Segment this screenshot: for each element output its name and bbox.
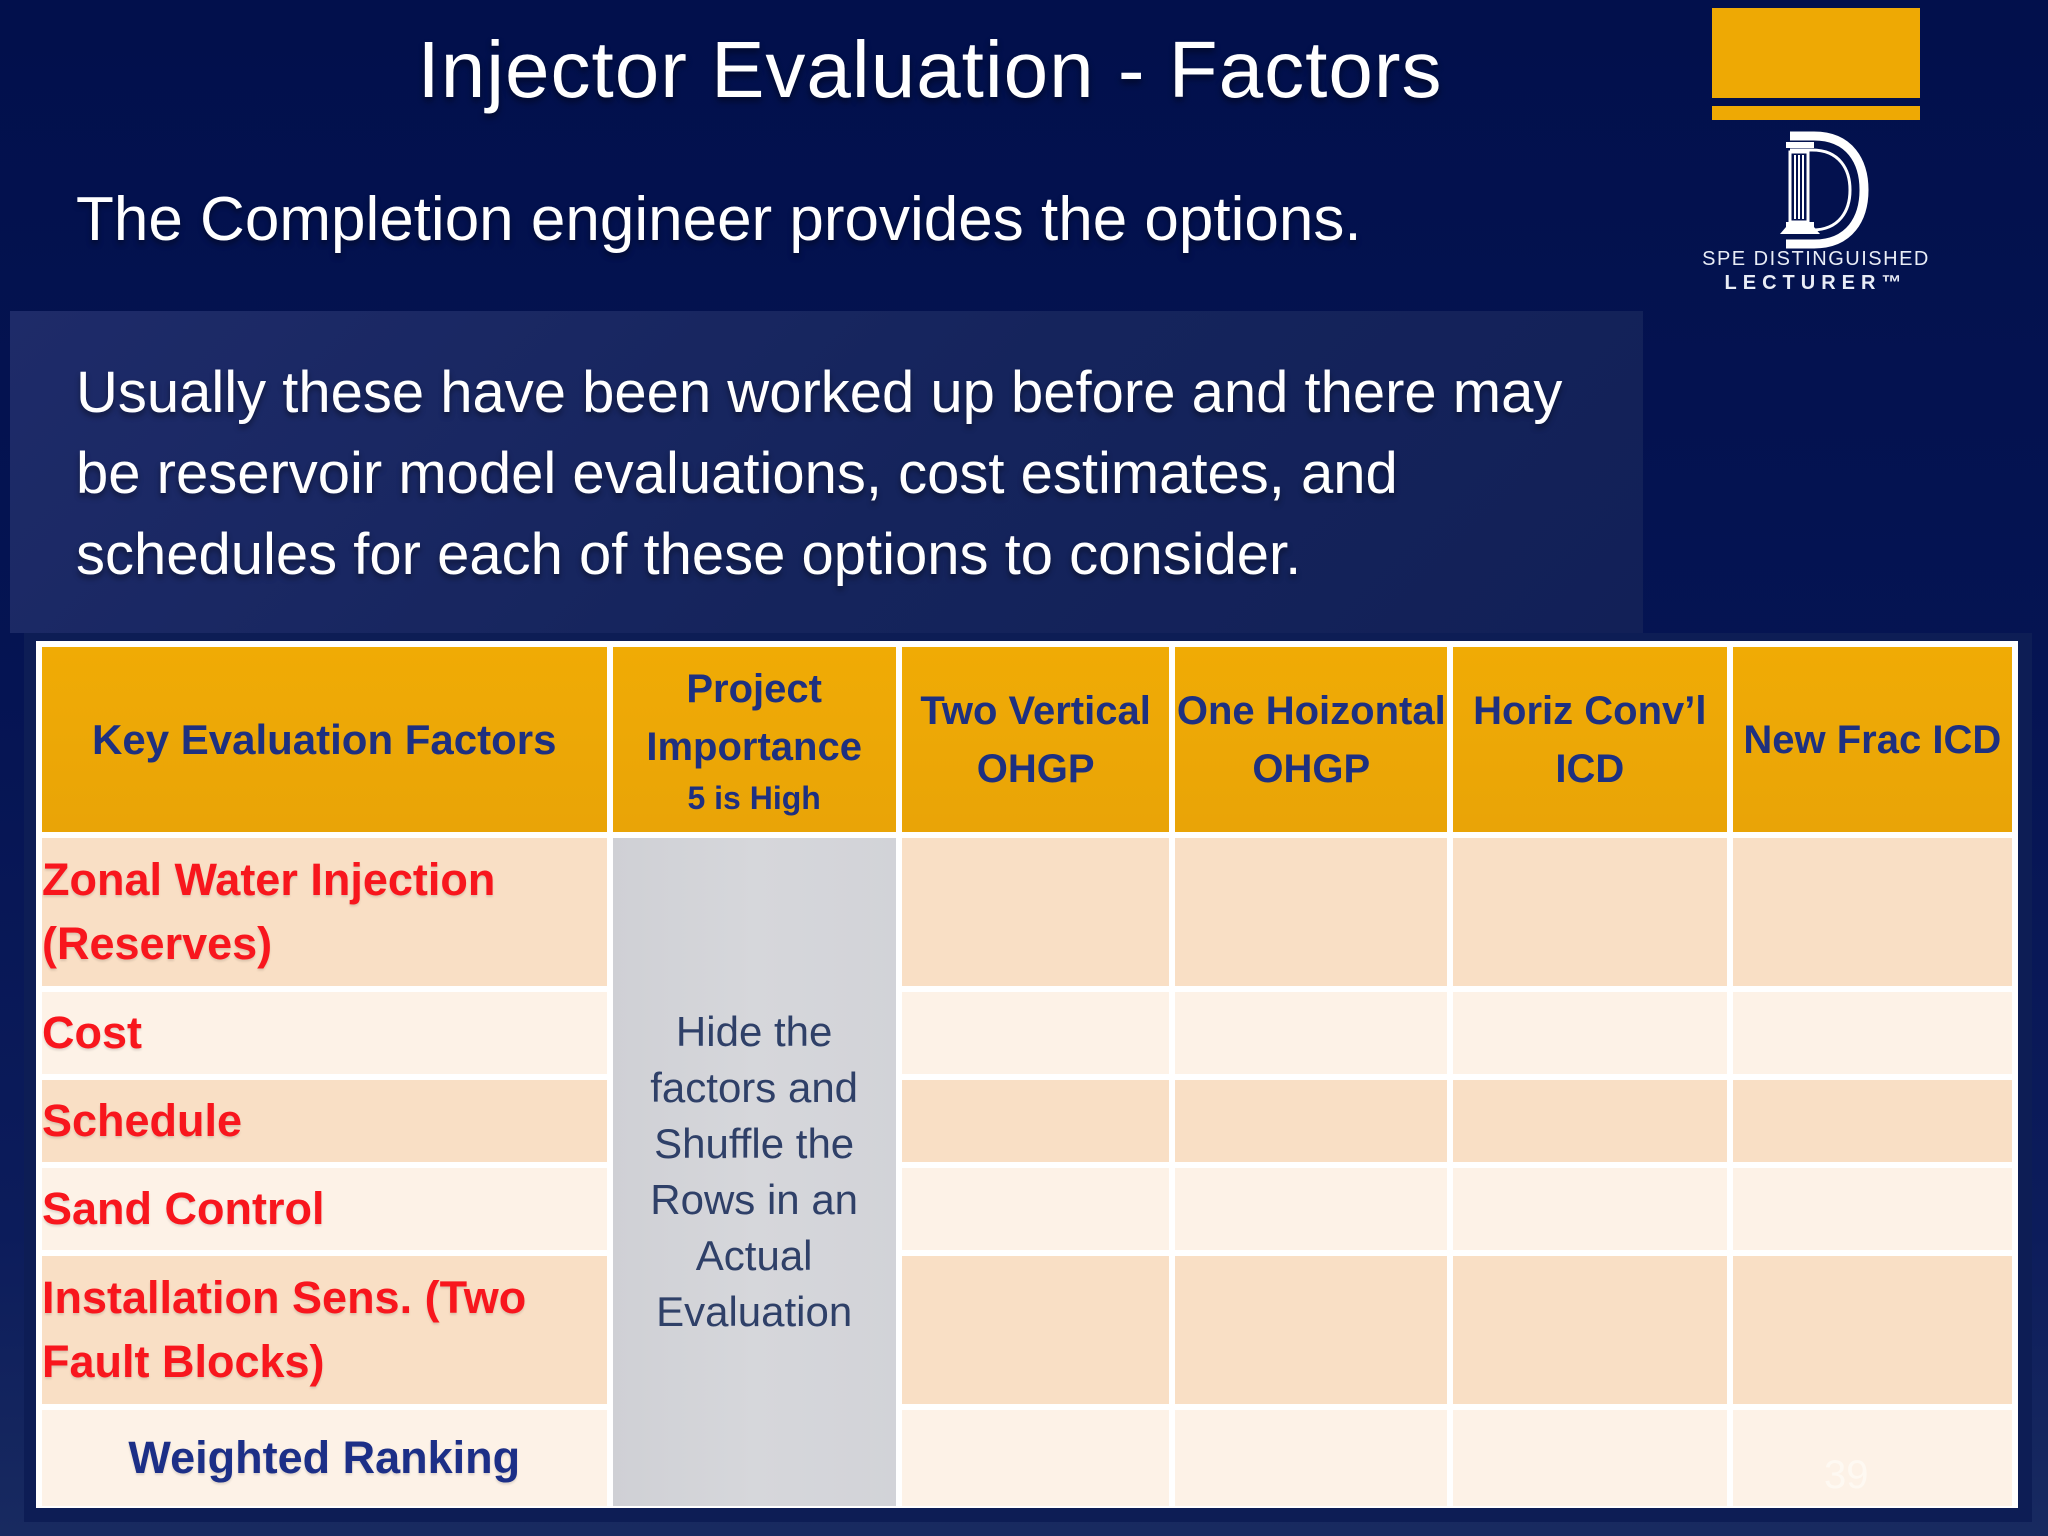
table-row: Zonal Water Injection (Reserves) Hide th… bbox=[42, 838, 2012, 1506]
column-header-two-vertical-ohgp: Two Vertical OHGP bbox=[901, 647, 1170, 832]
table-cell-empty bbox=[1732, 1168, 2012, 1250]
table-cell-empty bbox=[1175, 1256, 1448, 1404]
column-header-one-hoizontal-ohgp: One Hoizontal OHGP bbox=[1175, 647, 1448, 832]
table-cell-empty bbox=[1175, 1410, 1448, 1506]
table-cell-empty bbox=[1453, 1168, 1727, 1250]
table-cell-empty bbox=[1732, 838, 2012, 986]
table-cell-empty bbox=[1453, 992, 1727, 1074]
row-label-weighted-ranking: Weighted Ranking bbox=[42, 1410, 607, 1506]
table-cell-empty bbox=[1732, 1080, 2012, 1162]
slide-page-number: 39 bbox=[1824, 1453, 1869, 1497]
body-paragraph: Usually these have been worked up before… bbox=[76, 360, 1563, 587]
column-header-project-importance: Project Importance 5 is High bbox=[612, 647, 896, 832]
column-header-new-frac-icd: New Frac ICD bbox=[1732, 647, 2012, 832]
table-cell-empty bbox=[901, 1080, 1170, 1162]
table-row: Cost bbox=[42, 992, 2012, 1074]
table-row: Sand Control bbox=[42, 1168, 2012, 1250]
table-cell-empty bbox=[1732, 1410, 2012, 1506]
table-cell-empty bbox=[1732, 992, 2012, 1074]
row-label-cost: Cost bbox=[42, 992, 607, 1074]
table-cell-empty bbox=[1453, 1256, 1727, 1404]
evaluation-table: Key Evaluation Factors Project Importanc… bbox=[24, 633, 2032, 1522]
logo-text-lecturer: LECTURER™ bbox=[1724, 272, 1908, 294]
row-label-installation-sens: Installation Sens. (Two Fault Blocks) bbox=[42, 1256, 607, 1404]
table-cell-empty bbox=[1175, 1168, 1448, 1250]
table-cell-empty bbox=[1453, 1410, 1727, 1506]
table-cell-empty bbox=[1175, 1080, 1448, 1162]
table-row: Weighted Ranking bbox=[42, 1410, 2012, 1506]
table-row: Schedule bbox=[42, 1080, 2012, 1162]
table-cell-empty bbox=[1453, 838, 1727, 986]
column-header-horiz-convl-icd: Horiz Conv’l ICD bbox=[1453, 647, 1727, 832]
table-cell-empty bbox=[1175, 838, 1448, 986]
table-cell-empty bbox=[901, 1410, 1170, 1506]
logo-gold-block bbox=[1712, 8, 1920, 98]
row-label-sand-control: Sand Control bbox=[42, 1168, 607, 1250]
table-cell-empty bbox=[1453, 1080, 1727, 1162]
column-header-key-evaluation-factors: Key Evaluation Factors bbox=[42, 647, 607, 832]
subtitle: The Completion engineer provides the opt… bbox=[76, 185, 1362, 254]
table-cell-empty bbox=[1732, 1256, 2012, 1404]
table-cell-empty bbox=[901, 992, 1170, 1074]
table-cell-empty bbox=[901, 838, 1170, 986]
table-cell-empty bbox=[1175, 992, 1448, 1074]
paragraph-panel bbox=[10, 311, 1643, 633]
spe-lecturer-d-column-icon bbox=[1756, 126, 1876, 252]
row-label-zonal-water-injection: Zonal Water Injection (Reserves) bbox=[42, 838, 607, 986]
table-row: Installation Sens. (Two Fault Blocks) bbox=[42, 1256, 2012, 1404]
logo-gold-bar bbox=[1712, 106, 1920, 120]
table-cell-empty bbox=[901, 1256, 1170, 1404]
table-cell-empty bbox=[901, 1168, 1170, 1250]
note-cell: Hide the factors and Shuffle the Rows in… bbox=[612, 838, 896, 1506]
column-header-subnote: 5 is High bbox=[687, 779, 821, 816]
logo-text-spe-distinguished: SPE DISTINGUISHED bbox=[1702, 248, 1930, 270]
row-label-schedule: Schedule bbox=[42, 1080, 607, 1162]
page-title: Injector Evaluation - Factors bbox=[417, 25, 1443, 114]
